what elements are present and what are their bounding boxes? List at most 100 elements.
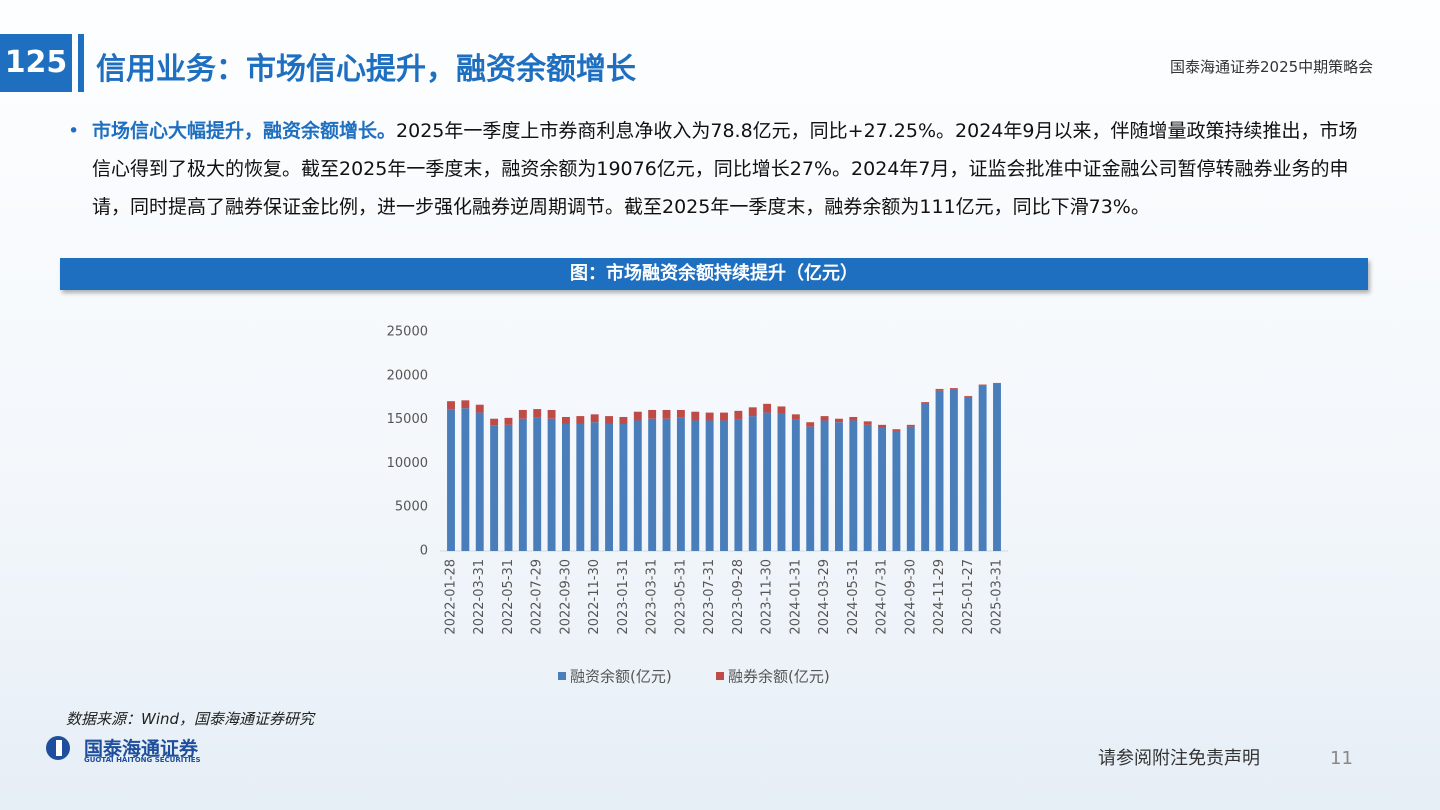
bar-segment	[763, 403, 772, 413]
bar-segment	[777, 406, 786, 414]
bar-segment	[949, 388, 958, 551]
x-tick-label: 2022-11-30	[587, 559, 602, 635]
y-tick-label: 5000	[395, 500, 428, 515]
bar-segment	[576, 416, 585, 424]
disclaimer: 请参阅附注免责声明	[1098, 748, 1260, 769]
bar-segment	[447, 409, 455, 551]
logo-name: 国泰海通证券	[84, 738, 199, 760]
bar-segment	[676, 409, 685, 418]
bullet: • 市场信心大幅提升，融资余额增长。2025年一季度上市券商利息净收入为78.8亿…	[68, 120, 1358, 218]
bar-segment	[662, 409, 671, 419]
bar-segment	[993, 382, 1001, 384]
bar-segment	[576, 423, 585, 551]
x-tick-label: 2024-07-31	[875, 559, 890, 635]
bar-segment	[734, 419, 743, 551]
bar-segment	[878, 427, 887, 551]
bar-segment	[993, 383, 1001, 551]
bar-segment	[791, 419, 800, 551]
bar-segment	[676, 417, 685, 551]
bar-segment	[834, 418, 843, 423]
bar-segment	[605, 416, 614, 424]
bar-segment	[490, 418, 499, 426]
x-tick-label: 2023-07-31	[702, 559, 717, 635]
bar-segment	[475, 412, 484, 551]
bar-segment	[935, 388, 944, 391]
x-tick-label: 2024-05-31	[846, 559, 861, 635]
y-tick-label: 15000	[387, 412, 428, 427]
x-tick-label: 2023-05-31	[673, 559, 688, 635]
x-tick-label: 2023-11-30	[760, 559, 775, 635]
page-number: 11	[1330, 748, 1353, 769]
event-name: 国泰海通证券2025中期策略会	[1170, 58, 1374, 76]
bar-segment	[964, 395, 973, 397]
bar-segment	[820, 420, 829, 551]
bar-segment	[475, 404, 484, 413]
bar-segment	[806, 426, 815, 551]
bar-segment	[561, 416, 570, 424]
y-tick-label: 10000	[387, 456, 428, 471]
bar-segment	[590, 422, 599, 551]
bar-segment	[791, 414, 800, 420]
bar-segment	[748, 416, 757, 551]
legend-swatch	[716, 672, 724, 680]
bar-segment	[590, 414, 599, 423]
bar-segment	[705, 420, 714, 551]
x-tick-label: 2024-11-29	[932, 559, 947, 635]
bar-segment	[849, 420, 858, 551]
logo-icon	[46, 736, 70, 760]
y-tick-label: 25000	[387, 325, 428, 340]
bullet-lead: 市场信心大幅提升，融资余额增长。	[92, 120, 397, 142]
legend-label: 融券余额(亿元)	[728, 668, 830, 686]
bar-segment	[878, 424, 887, 428]
bar-segment	[834, 422, 843, 551]
bar-segment	[619, 416, 628, 424]
x-tick-label: 2023-01-31	[616, 559, 631, 635]
bar-segment	[490, 425, 499, 551]
bar-segment	[906, 424, 915, 427]
x-tick-label: 2022-01-28	[444, 559, 459, 635]
bar-segment	[461, 408, 470, 551]
badge: 125	[0, 34, 72, 92]
bar-segment	[447, 401, 455, 410]
slide-title: 信用业务：市场信心提升，融资余额增长	[96, 52, 636, 87]
bar-segment	[504, 424, 513, 551]
bar-segment	[921, 402, 930, 551]
bar-segment	[720, 412, 728, 421]
bar-segment	[547, 409, 556, 419]
x-tick-label: 2022-05-31	[501, 559, 516, 635]
source-note: 数据来源：Wind，国泰海通证券研究	[66, 710, 315, 728]
y-tick-label: 0	[420, 544, 428, 559]
logo-english: GUOTAI HAITONG SECURITIES	[84, 756, 201, 764]
bar-segment	[561, 423, 570, 551]
bar-segment	[921, 402, 930, 403]
legend-label: 融资余额(亿元)	[570, 668, 672, 686]
bar-segment	[777, 413, 786, 551]
bar-segment	[648, 409, 657, 419]
bar-segment	[461, 400, 470, 409]
x-tick-label: 2024-03-29	[817, 559, 832, 635]
x-tick-label: 2024-09-30	[903, 559, 918, 635]
title-bar	[78, 34, 84, 92]
bar-segment	[533, 417, 542, 551]
bar-segment	[978, 384, 987, 386]
bar-segment	[863, 421, 872, 425]
bar-segment	[734, 410, 743, 420]
x-tick-label: 2024-01-31	[788, 559, 803, 635]
bar-segment	[863, 424, 872, 551]
bar-segment	[691, 411, 700, 421]
bar-segment	[906, 426, 915, 551]
bar-segment	[748, 407, 757, 417]
x-tick-label: 2023-09-28	[731, 559, 746, 635]
bar-segment	[518, 409, 527, 419]
bar-segment	[518, 418, 527, 551]
bullet-text: 2025年一季度上市券商利息净收入为78.8亿元，同比+27.25%。2024年…	[92, 120, 1358, 218]
x-tick-label: 2025-01-27	[961, 559, 976, 635]
bar-segment	[619, 423, 628, 551]
bar-segment	[763, 412, 772, 551]
bar-segment	[633, 411, 642, 421]
bar-segment	[705, 412, 714, 421]
bar-segment	[691, 420, 700, 551]
x-tick-label: 2025-03-31	[990, 559, 1005, 635]
